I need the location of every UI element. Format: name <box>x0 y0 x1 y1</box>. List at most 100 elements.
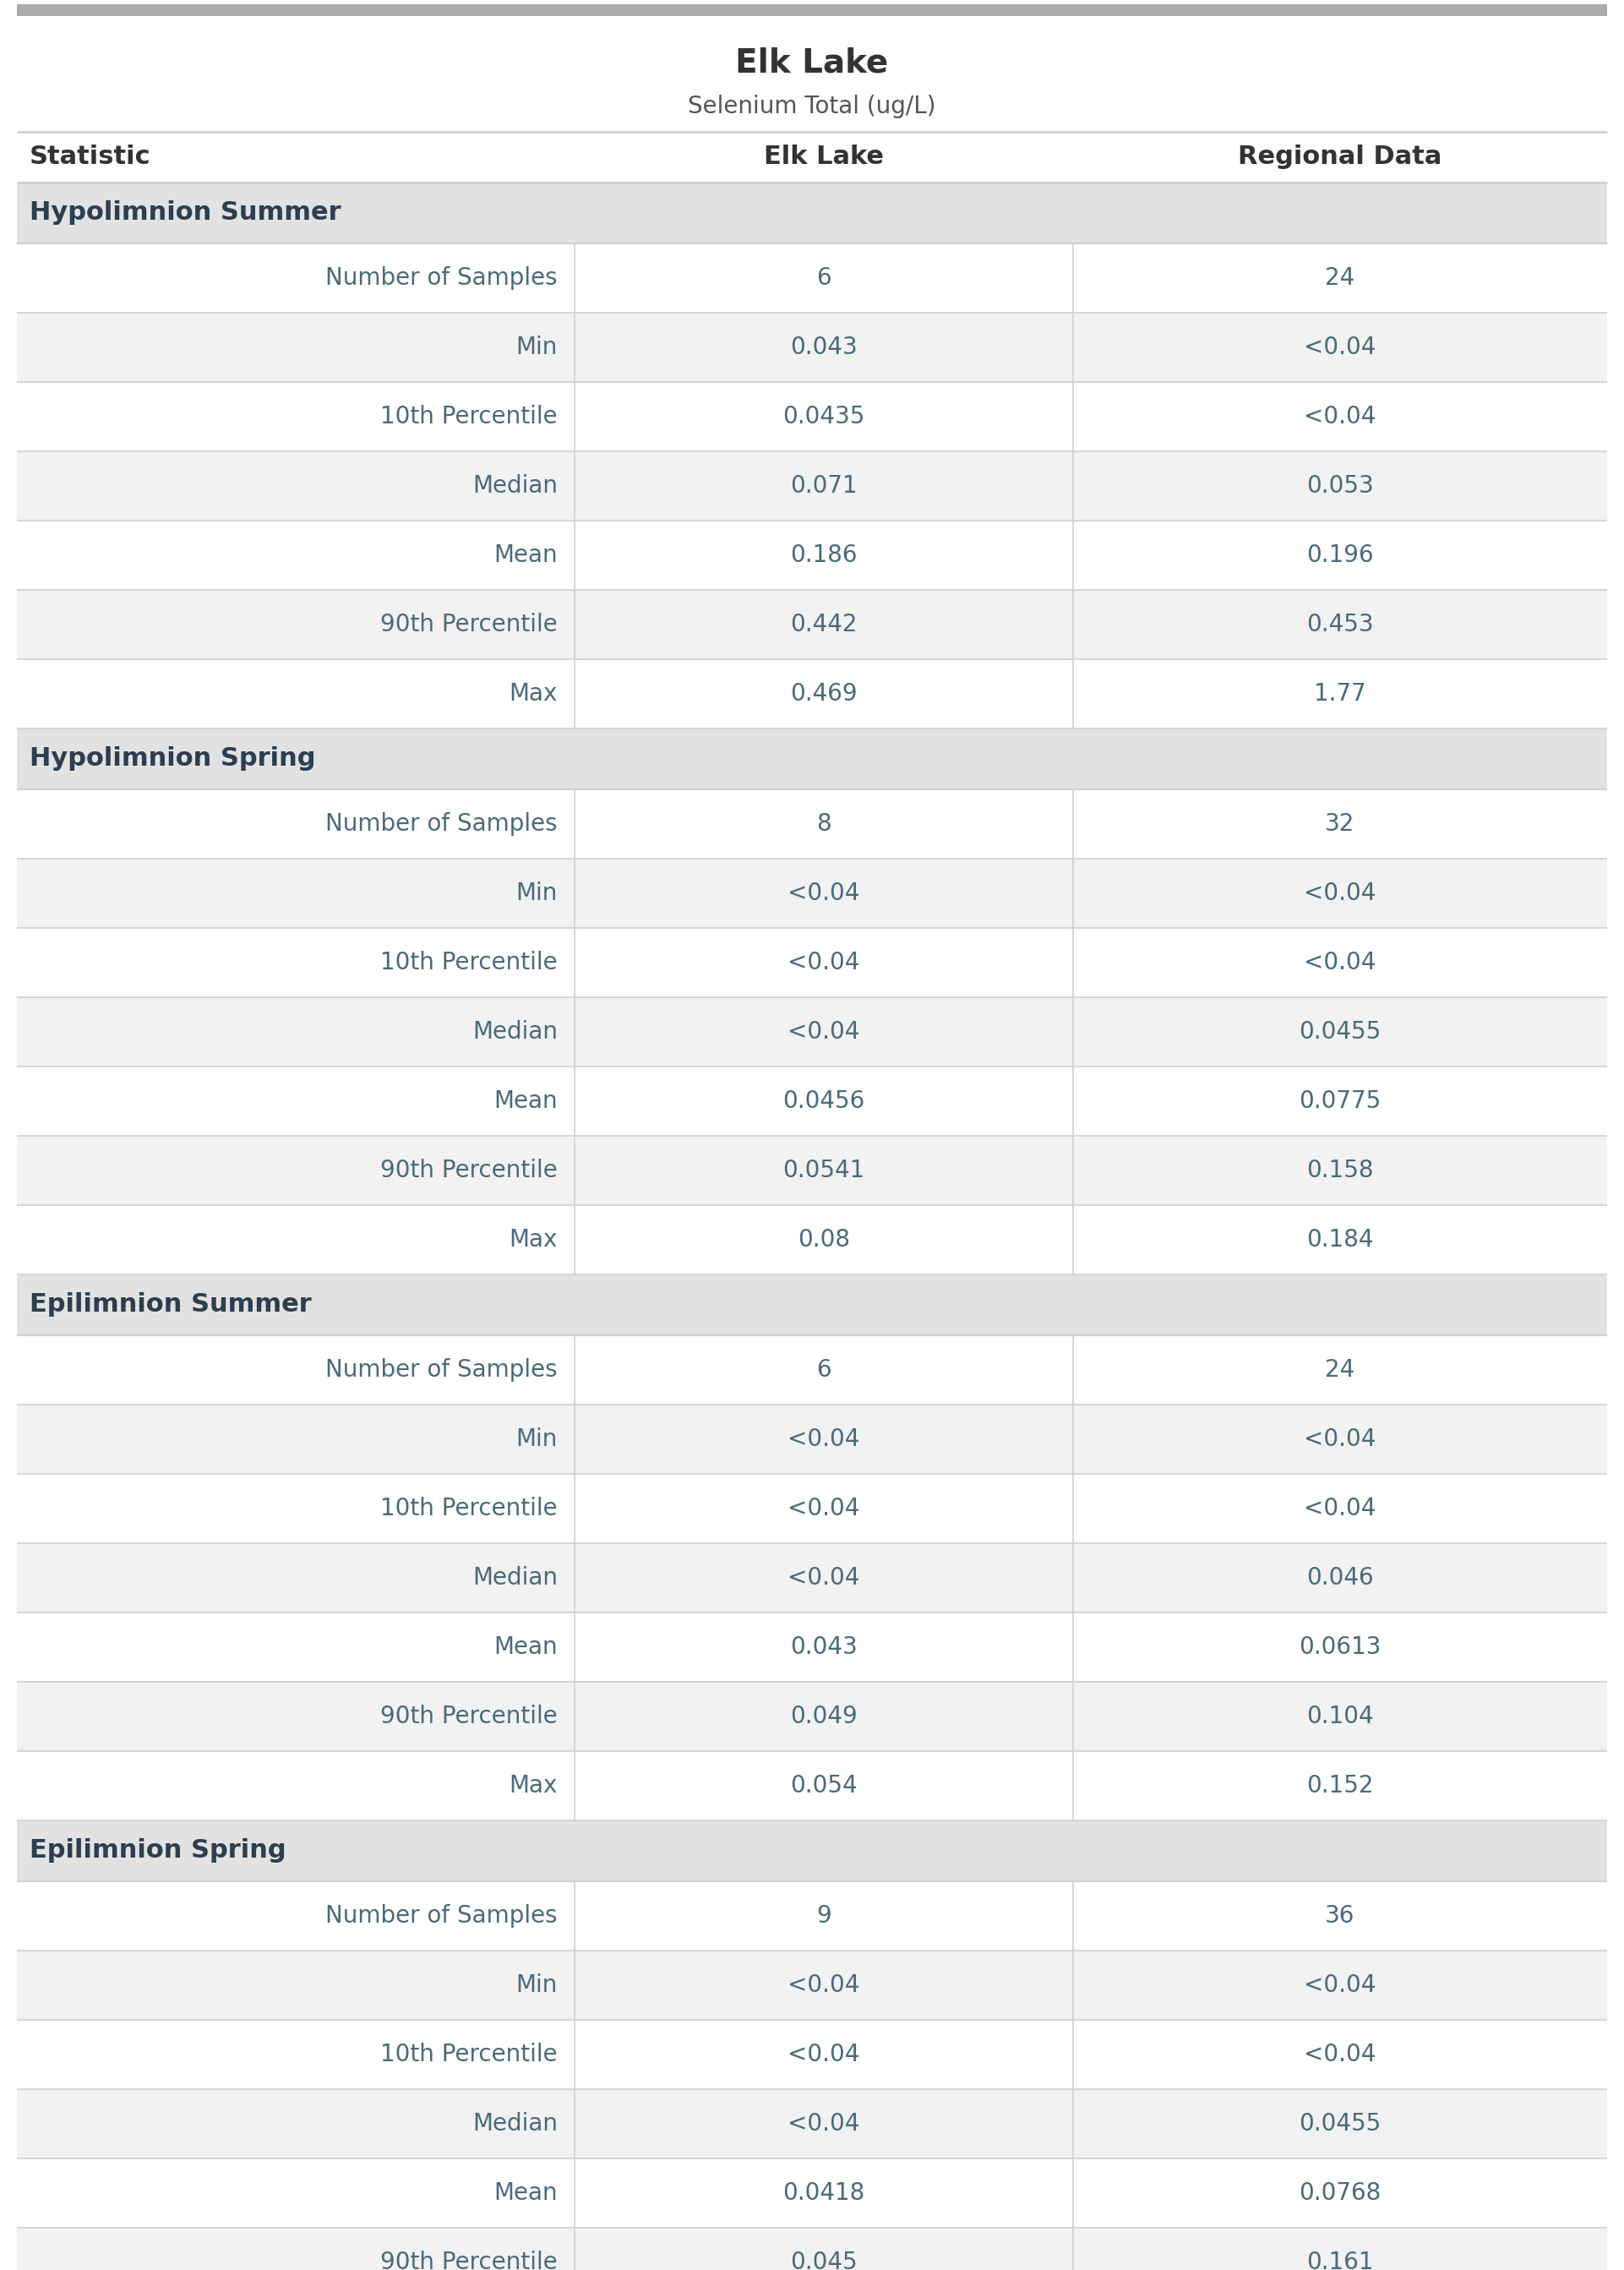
Bar <box>16 1821 1608 1882</box>
Text: 0.08: 0.08 <box>797 1228 849 1251</box>
Text: Mean: Mean <box>494 543 557 568</box>
Text: 90th Percentile: 90th Percentile <box>380 1705 557 1727</box>
Text: 0.0435: 0.0435 <box>783 404 866 429</box>
Text: 0.453: 0.453 <box>1306 613 1374 636</box>
Text: 0.043: 0.043 <box>791 1634 857 1659</box>
Text: Median: Median <box>473 474 557 497</box>
Bar <box>16 928 1608 997</box>
Text: <0.04: <0.04 <box>788 2043 859 2066</box>
Bar <box>16 1612 1608 1682</box>
Text: Min: Min <box>516 336 557 359</box>
Bar <box>16 1067 1608 1135</box>
Text: Elk Lake: Elk Lake <box>736 45 888 79</box>
Bar <box>16 520 1608 590</box>
Text: 10th Percentile: 10th Percentile <box>380 404 557 429</box>
Text: Max: Max <box>510 1228 557 1251</box>
Bar <box>16 658 1608 729</box>
Bar <box>16 243 1608 313</box>
Bar <box>16 381 1608 452</box>
Bar <box>16 1950 1608 2020</box>
Text: 0.104: 0.104 <box>1306 1705 1374 1727</box>
Bar <box>16 1205 1608 1273</box>
Bar <box>16 1335 1608 1405</box>
Text: 0.0613: 0.0613 <box>1299 1634 1382 1659</box>
Bar <box>16 997 1608 1067</box>
Text: 0.0455: 0.0455 <box>1299 2111 1380 2136</box>
Text: Epilimnion Spring: Epilimnion Spring <box>29 1839 286 1864</box>
Text: Hypolimnion Spring: Hypolimnion Spring <box>29 747 315 772</box>
Text: 0.186: 0.186 <box>791 543 857 568</box>
Text: 90th Percentile: 90th Percentile <box>380 2250 557 2270</box>
Text: 10th Percentile: 10th Percentile <box>380 2043 557 2066</box>
Text: <0.04: <0.04 <box>1304 1973 1376 1998</box>
Bar <box>16 590 1608 658</box>
Bar <box>16 1273 1608 1335</box>
Text: 0.442: 0.442 <box>791 613 857 636</box>
Text: Median: Median <box>473 2111 557 2136</box>
Text: 0.0768: 0.0768 <box>1299 2181 1380 2204</box>
Text: 0.152: 0.152 <box>1307 1773 1374 1798</box>
Text: 0.0418: 0.0418 <box>783 2181 866 2204</box>
Text: <0.04: <0.04 <box>788 2111 859 2136</box>
Text: Max: Max <box>510 681 557 706</box>
Bar <box>16 729 1608 790</box>
Text: 0.0775: 0.0775 <box>1299 1090 1380 1112</box>
Bar <box>16 1682 1608 1750</box>
Text: Number of Samples: Number of Samples <box>326 813 557 835</box>
Text: Min: Min <box>516 881 557 906</box>
Text: <0.04: <0.04 <box>1304 336 1376 359</box>
Text: <0.04: <0.04 <box>1304 951 1376 974</box>
Text: 10th Percentile: 10th Percentile <box>380 1496 557 1521</box>
Text: 0.053: 0.053 <box>1306 474 1374 497</box>
Text: <0.04: <0.04 <box>788 1973 859 1998</box>
Text: <0.04: <0.04 <box>788 1428 859 1451</box>
Text: 24: 24 <box>1325 1357 1354 1382</box>
Text: 0.0456: 0.0456 <box>783 1090 866 1112</box>
Text: <0.04: <0.04 <box>788 1496 859 1521</box>
Text: 1.77: 1.77 <box>1314 681 1366 706</box>
Text: 0.469: 0.469 <box>791 681 857 706</box>
Bar <box>16 1544 1608 1612</box>
Text: Number of Samples: Number of Samples <box>326 1357 557 1382</box>
Bar <box>16 182 1608 243</box>
Text: 0.0541: 0.0541 <box>783 1158 866 1183</box>
Text: <0.04: <0.04 <box>788 1566 859 1589</box>
Text: 0.045: 0.045 <box>791 2250 857 2270</box>
Text: 0.043: 0.043 <box>791 336 857 359</box>
Text: Min: Min <box>516 1973 557 1998</box>
Text: Mean: Mean <box>494 2181 557 2204</box>
Text: <0.04: <0.04 <box>1304 1428 1376 1451</box>
Bar <box>16 452 1608 520</box>
Bar <box>16 1750 1608 1821</box>
Text: 0.161: 0.161 <box>1307 2250 1374 2270</box>
Text: Median: Median <box>473 1566 557 1589</box>
Bar <box>16 313 1608 381</box>
Text: Number of Samples: Number of Samples <box>326 266 557 291</box>
Bar <box>16 1473 1608 1544</box>
Text: Min: Min <box>516 1428 557 1451</box>
Text: Hypolimnion Summer: Hypolimnion Summer <box>29 200 341 225</box>
Text: <0.04: <0.04 <box>1304 2043 1376 2066</box>
Text: <0.04: <0.04 <box>788 881 859 906</box>
Text: Elk Lake: Elk Lake <box>763 145 883 170</box>
Bar <box>16 2159 1608 2227</box>
Text: 90th Percentile: 90th Percentile <box>380 1158 557 1183</box>
Text: 9: 9 <box>817 1905 831 1927</box>
Text: Epilimnion Summer: Epilimnion Summer <box>29 1292 312 1317</box>
Text: <0.04: <0.04 <box>1304 404 1376 429</box>
Bar <box>16 1405 1608 1473</box>
Text: 90th Percentile: 90th Percentile <box>380 613 557 636</box>
Text: 0.184: 0.184 <box>1307 1228 1374 1251</box>
Text: Statistic: Statistic <box>29 145 151 170</box>
Text: 0.049: 0.049 <box>791 1705 857 1727</box>
Text: Max: Max <box>510 1773 557 1798</box>
Bar <box>16 2088 1608 2159</box>
Text: 6: 6 <box>817 266 831 291</box>
Text: 0.158: 0.158 <box>1307 1158 1374 1183</box>
Text: 0.196: 0.196 <box>1306 543 1374 568</box>
Text: <0.04: <0.04 <box>788 1019 859 1044</box>
Text: 10th Percentile: 10th Percentile <box>380 951 557 974</box>
Text: Regional Data: Regional Data <box>1237 145 1442 170</box>
Text: 24: 24 <box>1325 266 1354 291</box>
Text: <0.04: <0.04 <box>788 951 859 974</box>
